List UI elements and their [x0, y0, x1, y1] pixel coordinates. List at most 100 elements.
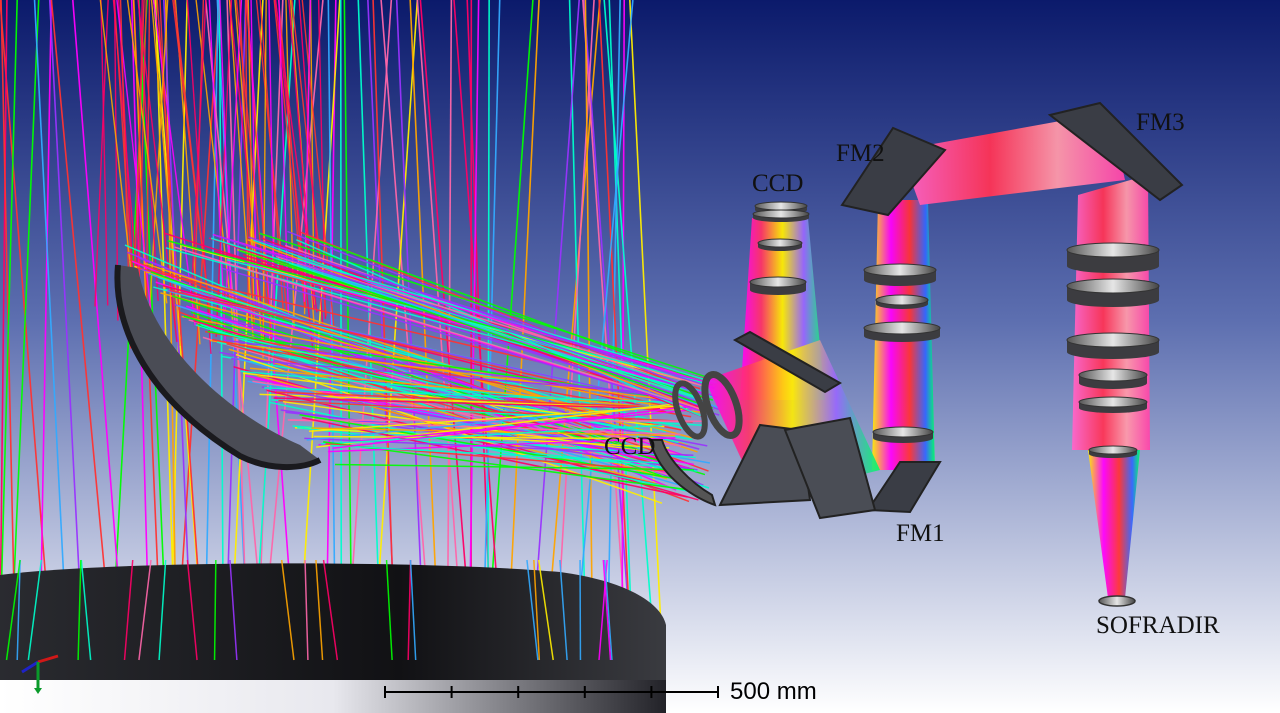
base-ray [138, 559, 152, 661]
incoming-ray [343, 0, 353, 641]
base-ray [80, 559, 92, 661]
incoming-ray [584, 0, 594, 641]
base-ray [77, 559, 82, 661]
converging-ray [287, 230, 718, 399]
converging-ray [131, 260, 677, 491]
incoming-ray [225, 0, 247, 641]
ccd-left-mount [648, 439, 717, 507]
base-ray [304, 559, 309, 661]
incoming-ray [606, 0, 621, 641]
converging-ray [231, 357, 698, 398]
converging-ray [252, 380, 682, 447]
base-ray [158, 559, 167, 661]
base-ray [229, 559, 238, 661]
incoming-ray [486, 0, 534, 641]
incoming-ray [301, 0, 335, 326]
converging-ray [169, 289, 676, 410]
incoming-ray [10, 0, 40, 641]
incoming-ray [372, 0, 396, 641]
converging-ray [202, 336, 676, 478]
incoming-ray [228, 0, 255, 345]
label-sofradir: SOFRADIR [1096, 612, 1220, 639]
ccd-camera-lenses [749, 201, 810, 295]
converging-ray [249, 367, 705, 414]
lens-element [752, 209, 810, 219]
lens-element [1066, 332, 1160, 348]
converging-ray [228, 348, 668, 480]
converging-ray [266, 389, 667, 488]
converging-ray [143, 262, 689, 447]
lens-element [863, 263, 937, 277]
label-fm3: FM3 [1136, 109, 1185, 136]
incoming-ray-bundle [0, 0, 663, 641]
converging-ray [330, 444, 672, 465]
converging-ray [209, 339, 703, 406]
dichroic-plate [732, 330, 842, 394]
incoming-ray [568, 0, 587, 641]
fm1-mirror [866, 461, 942, 514]
base-ray [537, 559, 554, 661]
base-ray [280, 559, 295, 661]
converging-ray [174, 246, 714, 414]
incoming-ray [116, 0, 157, 353]
fm3-mirror [1047, 101, 1184, 202]
lens-element [757, 238, 803, 248]
incoming-ray [100, 0, 109, 306]
incoming-ray [226, 0, 248, 641]
lens-element [872, 426, 934, 438]
converging-ray [212, 233, 705, 383]
base-ray [315, 559, 324, 661]
telescope-base [0, 563, 666, 680]
incoming-ray [309, 0, 315, 305]
converging-ray [332, 403, 708, 450]
base-ray [409, 559, 417, 661]
lens-element [1066, 278, 1160, 294]
incoming-ray [487, 0, 490, 641]
incoming-ray [234, 0, 264, 358]
converging-ray [216, 341, 688, 444]
primary-mirror-rim [114, 264, 322, 470]
base-ray [16, 559, 21, 661]
incoming-ray [268, 0, 276, 355]
label-fm2: FM2 [836, 140, 885, 167]
converging-ray [181, 315, 663, 408]
incoming-ray [159, 0, 177, 329]
focal-box-b [783, 416, 877, 520]
incoming-ray [172, 0, 213, 333]
converging-ray [278, 399, 693, 423]
incoming-ray [132, 0, 145, 304]
ccd-left-ring-1 [672, 380, 708, 440]
scale-bar [384, 686, 719, 698]
base-ray [385, 559, 393, 661]
converging-ray [273, 397, 661, 410]
incoming-ray [48, 0, 84, 641]
incoming-ray [72, 0, 124, 641]
incoming-ray [137, 0, 178, 343]
converging-ray [272, 258, 714, 409]
incoming-ray [380, 0, 432, 641]
incoming-ray [245, 0, 273, 354]
incoming-ray [603, 0, 655, 641]
incoming-ray [50, 0, 112, 641]
incoming-ray [204, 0, 265, 641]
lens-element [875, 294, 929, 306]
converging-ray [226, 259, 706, 385]
sofradir-detector [1098, 595, 1136, 607]
incoming-ray [154, 0, 176, 641]
xyz-axis-triad-icon [21, 654, 59, 694]
incoming-ray [39, 0, 53, 641]
converging-ray [248, 236, 715, 389]
converging-ray [305, 235, 713, 386]
incoming-ray [132, 0, 147, 308]
incoming-ray [262, 0, 267, 352]
incoming-ray [298, 0, 341, 641]
converging-ray [222, 267, 720, 416]
incoming-ray [33, 0, 68, 641]
label-fm1: FM1 [896, 520, 945, 547]
base-ray [526, 559, 539, 661]
base-ray [123, 559, 134, 661]
converging-beam [124, 230, 720, 504]
base-ray [322, 559, 339, 661]
